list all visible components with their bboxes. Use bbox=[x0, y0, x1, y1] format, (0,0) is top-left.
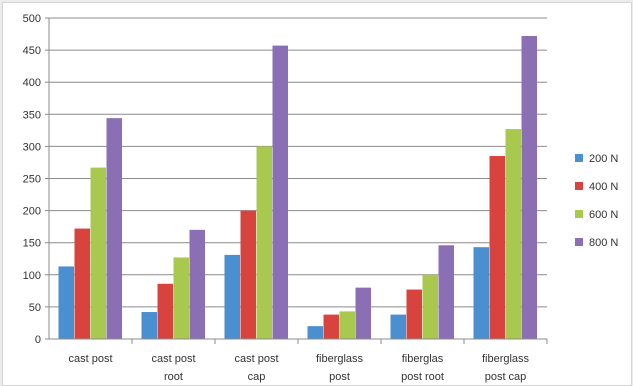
legend: 200 N 400 N 600 N 800 N bbox=[575, 153, 618, 249]
legend-label: 800 N bbox=[589, 237, 618, 249]
legend-label: 600 N bbox=[589, 209, 618, 221]
bar-400n-0 bbox=[75, 229, 91, 339]
bar-600n-5 bbox=[506, 129, 522, 339]
y-tick-label: 50 bbox=[29, 302, 41, 314]
x-category-label: cast post bbox=[234, 353, 278, 365]
bar-800n-2 bbox=[273, 46, 289, 339]
y-tick-label: 350 bbox=[23, 109, 41, 121]
bar-200n-3 bbox=[308, 326, 324, 339]
legend-label: 400 N bbox=[589, 181, 618, 193]
bar-400n-1 bbox=[158, 284, 174, 339]
bar-400n-5 bbox=[490, 156, 506, 339]
bar-600n-2 bbox=[257, 146, 273, 339]
bar-600n-3 bbox=[340, 311, 356, 339]
bar-800n-3 bbox=[356, 288, 372, 339]
y-tick-label: 400 bbox=[23, 77, 41, 89]
bars bbox=[59, 36, 538, 339]
x-category-label: cast post bbox=[151, 353, 195, 365]
bar-800n-0 bbox=[107, 118, 123, 339]
y-tick-label: 450 bbox=[23, 45, 41, 57]
y-tick-labels: 0 50 100 150 200 250 300 350 400 450 500 bbox=[23, 13, 41, 346]
y-tick-label: 200 bbox=[23, 206, 41, 218]
bar-800n-1 bbox=[190, 230, 206, 339]
bar-800n-4 bbox=[439, 245, 455, 339]
y-tick-label: 500 bbox=[23, 13, 41, 25]
x-category-label: cast post bbox=[68, 353, 112, 365]
legend-label: 200 N bbox=[589, 153, 618, 165]
bar-200n-5 bbox=[474, 247, 490, 339]
bar-400n-2 bbox=[241, 211, 257, 339]
x-category-labels: cast post cast post root cast post cap fiberg… bbox=[68, 353, 529, 383]
bar-200n-2 bbox=[225, 255, 241, 339]
y-tick-label: 250 bbox=[23, 174, 41, 186]
x-category-label: root bbox=[164, 371, 183, 383]
bar-200n-0 bbox=[59, 266, 75, 339]
bar-400n-4 bbox=[407, 290, 423, 339]
y-tick-label: 300 bbox=[23, 141, 41, 153]
x-category-label: fiberglass bbox=[482, 353, 530, 365]
x-category-label: post bbox=[329, 371, 350, 383]
bar-200n-1 bbox=[142, 312, 158, 339]
y-tick-label: 100 bbox=[23, 270, 41, 282]
x-category-label: post cap bbox=[485, 371, 527, 383]
y-tick-label: 0 bbox=[35, 334, 41, 346]
legend-swatch bbox=[575, 210, 583, 218]
bar-600n-1 bbox=[174, 257, 190, 339]
bar-400n-3 bbox=[324, 315, 340, 339]
x-category-label: cap bbox=[248, 371, 266, 383]
y-tick-label: 150 bbox=[23, 238, 41, 250]
legend-swatch bbox=[575, 182, 583, 190]
bar-200n-4 bbox=[391, 315, 407, 339]
gridlines bbox=[49, 18, 547, 307]
x-category-label: fiberglass bbox=[316, 353, 364, 365]
bar-chart: 0 50 100 150 200 250 300 350 400 450 500 cast post… bbox=[3, 3, 631, 385]
bar-800n-5 bbox=[522, 36, 538, 339]
bar-600n-4 bbox=[423, 275, 439, 339]
legend-swatch bbox=[575, 154, 583, 162]
x-category-label: fiberglas bbox=[402, 353, 444, 365]
bar-600n-0 bbox=[91, 168, 107, 339]
legend-swatch bbox=[575, 238, 583, 246]
x-category-label: post root bbox=[401, 371, 444, 383]
